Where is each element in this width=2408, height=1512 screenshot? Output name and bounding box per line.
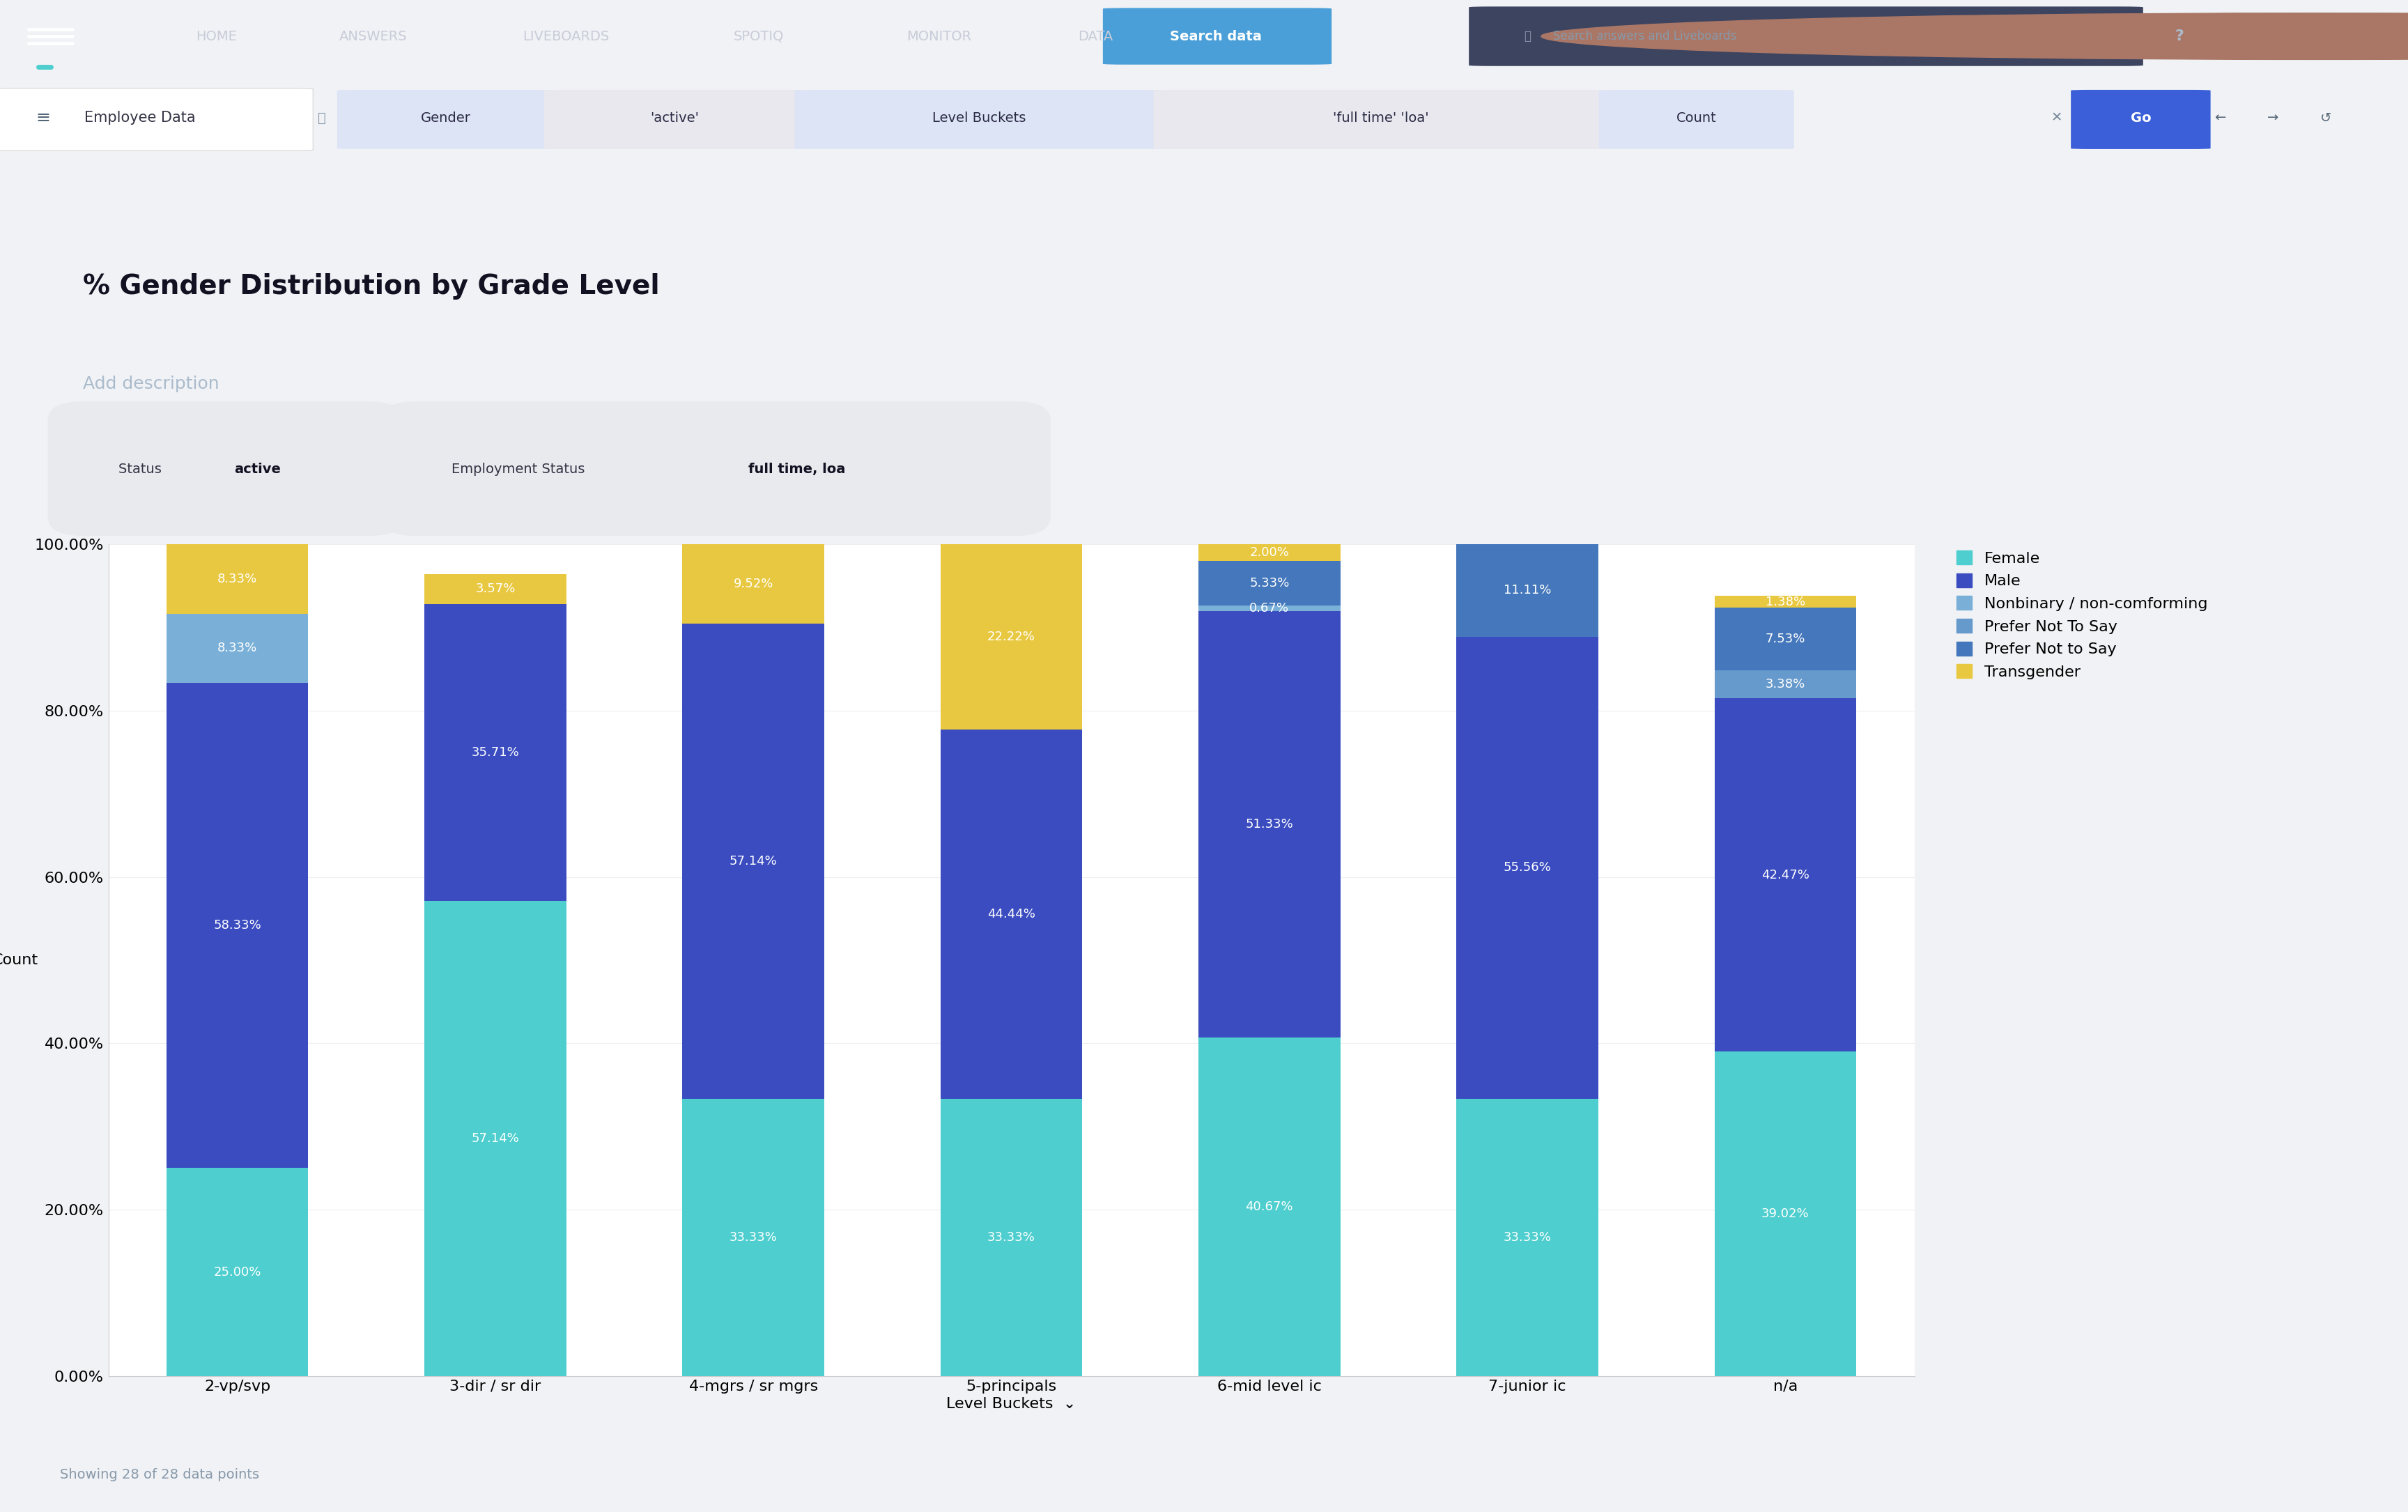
- Text: Search answers and Liveboards: Search answers and Liveboards: [1553, 30, 1736, 42]
- Bar: [942, 729, 1081, 1099]
- Text: 40.67%: 40.67%: [1245, 1201, 1293, 1213]
- Bar: [681, 1099, 824, 1376]
- Text: Employment Status: Employment Status: [450, 463, 590, 476]
- Text: full time, loa: full time, loa: [749, 463, 845, 476]
- Text: ✕: ✕: [2052, 112, 2061, 124]
- Text: 22.22%: 22.22%: [987, 631, 1035, 643]
- Bar: [424, 901, 566, 1376]
- Text: 8.33%: 8.33%: [217, 573, 258, 585]
- Text: 42.47%: 42.47%: [1760, 868, 1808, 881]
- Text: 11.11%: 11.11%: [1503, 584, 1551, 597]
- FancyBboxPatch shape: [1469, 6, 2143, 67]
- Text: % Gender Distribution by Grade Level: % Gender Distribution by Grade Level: [82, 274, 660, 299]
- FancyBboxPatch shape: [2071, 89, 2211, 150]
- Text: 51.33%: 51.33%: [1245, 818, 1293, 830]
- Bar: [1457, 544, 1599, 637]
- FancyBboxPatch shape: [380, 401, 1050, 535]
- Text: ?: ?: [2174, 29, 2184, 44]
- Text: 🔍: 🔍: [318, 112, 325, 124]
- Text: 58.33%: 58.33%: [214, 919, 262, 931]
- Text: HOME: HOME: [195, 30, 238, 42]
- Text: 33.33%: 33.33%: [1503, 1231, 1551, 1243]
- Text: SPOTIQ: SPOTIQ: [734, 30, 783, 42]
- Text: 57.14%: 57.14%: [730, 854, 778, 868]
- Text: Level Buckets: Level Buckets: [932, 112, 1026, 124]
- Text: 8.33%: 8.33%: [217, 643, 258, 655]
- Text: 33.33%: 33.33%: [730, 1231, 778, 1243]
- Text: 33.33%: 33.33%: [987, 1231, 1035, 1243]
- Text: 25.00%: 25.00%: [214, 1266, 260, 1278]
- Y-axis label: Count: Count: [0, 953, 39, 968]
- Text: 🔍: 🔍: [1524, 30, 1531, 42]
- Text: Status: Status: [118, 463, 166, 476]
- Text: Gender: Gender: [421, 112, 470, 124]
- FancyBboxPatch shape: [544, 89, 804, 150]
- Bar: [424, 603, 566, 901]
- Bar: [166, 1167, 308, 1376]
- Text: 2.00%: 2.00%: [1250, 546, 1288, 559]
- FancyBboxPatch shape: [795, 89, 1163, 150]
- Text: 57.14%: 57.14%: [472, 1132, 520, 1145]
- Bar: [942, 1099, 1081, 1376]
- Bar: [424, 575, 566, 603]
- Text: LIVEBOARDS: LIVEBOARDS: [523, 30, 609, 42]
- Bar: [166, 544, 308, 614]
- FancyBboxPatch shape: [1599, 89, 1794, 150]
- Bar: [1714, 1051, 1857, 1376]
- Text: 55.56%: 55.56%: [1503, 862, 1551, 874]
- Text: 35.71%: 35.71%: [472, 745, 520, 759]
- Text: 0.67%: 0.67%: [1250, 602, 1288, 614]
- Bar: [1457, 637, 1599, 1099]
- Text: 7.53%: 7.53%: [1765, 632, 1806, 646]
- FancyBboxPatch shape: [1103, 8, 1332, 65]
- Bar: [1199, 561, 1341, 605]
- Text: DATA: DATA: [1079, 30, 1112, 42]
- Bar: [1457, 1099, 1599, 1376]
- Text: 1.38%: 1.38%: [1765, 596, 1806, 608]
- Bar: [166, 683, 308, 1167]
- Circle shape: [1541, 14, 2408, 59]
- Text: Employee Data: Employee Data: [84, 110, 195, 125]
- Text: 'active': 'active': [650, 112, 698, 124]
- FancyBboxPatch shape: [337, 89, 554, 150]
- Bar: [1714, 608, 1857, 670]
- Legend: Female, Male, Nonbinary / non-comforming, Prefer Not To Say, Prefer Not to Say, : Female, Male, Nonbinary / non-comforming…: [1950, 544, 2213, 685]
- Bar: [1714, 699, 1857, 1051]
- Text: Search data: Search data: [1170, 30, 1262, 42]
- Text: Count: Count: [1676, 112, 1717, 124]
- Text: 39.02%: 39.02%: [1763, 1208, 1808, 1220]
- Text: Go: Go: [2131, 112, 2150, 124]
- Text: Add description: Add description: [82, 376, 219, 393]
- Text: ↺: ↺: [2321, 112, 2331, 124]
- Text: 'full time' 'loa': 'full time' 'loa': [1334, 112, 1428, 124]
- Bar: [1199, 605, 1341, 611]
- Text: 3.57%: 3.57%: [474, 582, 515, 596]
- FancyBboxPatch shape: [1153, 89, 1609, 150]
- Bar: [1714, 596, 1857, 608]
- Text: ANSWERS: ANSWERS: [340, 30, 407, 42]
- Text: →: →: [2268, 112, 2278, 124]
- Bar: [1199, 1037, 1341, 1376]
- Text: 44.44%: 44.44%: [987, 907, 1035, 921]
- Text: 3.38%: 3.38%: [1765, 677, 1806, 691]
- Text: 9.52%: 9.52%: [734, 578, 773, 590]
- Bar: [1199, 544, 1341, 561]
- Text: 5.33%: 5.33%: [1250, 578, 1288, 590]
- Text: MONITOR: MONITOR: [908, 30, 970, 42]
- Text: ←: ←: [2215, 112, 2225, 124]
- Bar: [942, 544, 1081, 729]
- FancyBboxPatch shape: [48, 401, 405, 535]
- Bar: [681, 623, 824, 1099]
- Bar: [1199, 611, 1341, 1037]
- Bar: [166, 614, 308, 683]
- Text: ≡: ≡: [36, 110, 51, 127]
- FancyBboxPatch shape: [0, 88, 313, 151]
- Text: active: active: [234, 463, 282, 476]
- Bar: [681, 544, 824, 623]
- X-axis label: Level Buckets  ⌄: Level Buckets ⌄: [946, 1397, 1076, 1411]
- Text: Showing 28 of 28 data points: Showing 28 of 28 data points: [60, 1468, 260, 1482]
- Bar: [1714, 670, 1857, 699]
